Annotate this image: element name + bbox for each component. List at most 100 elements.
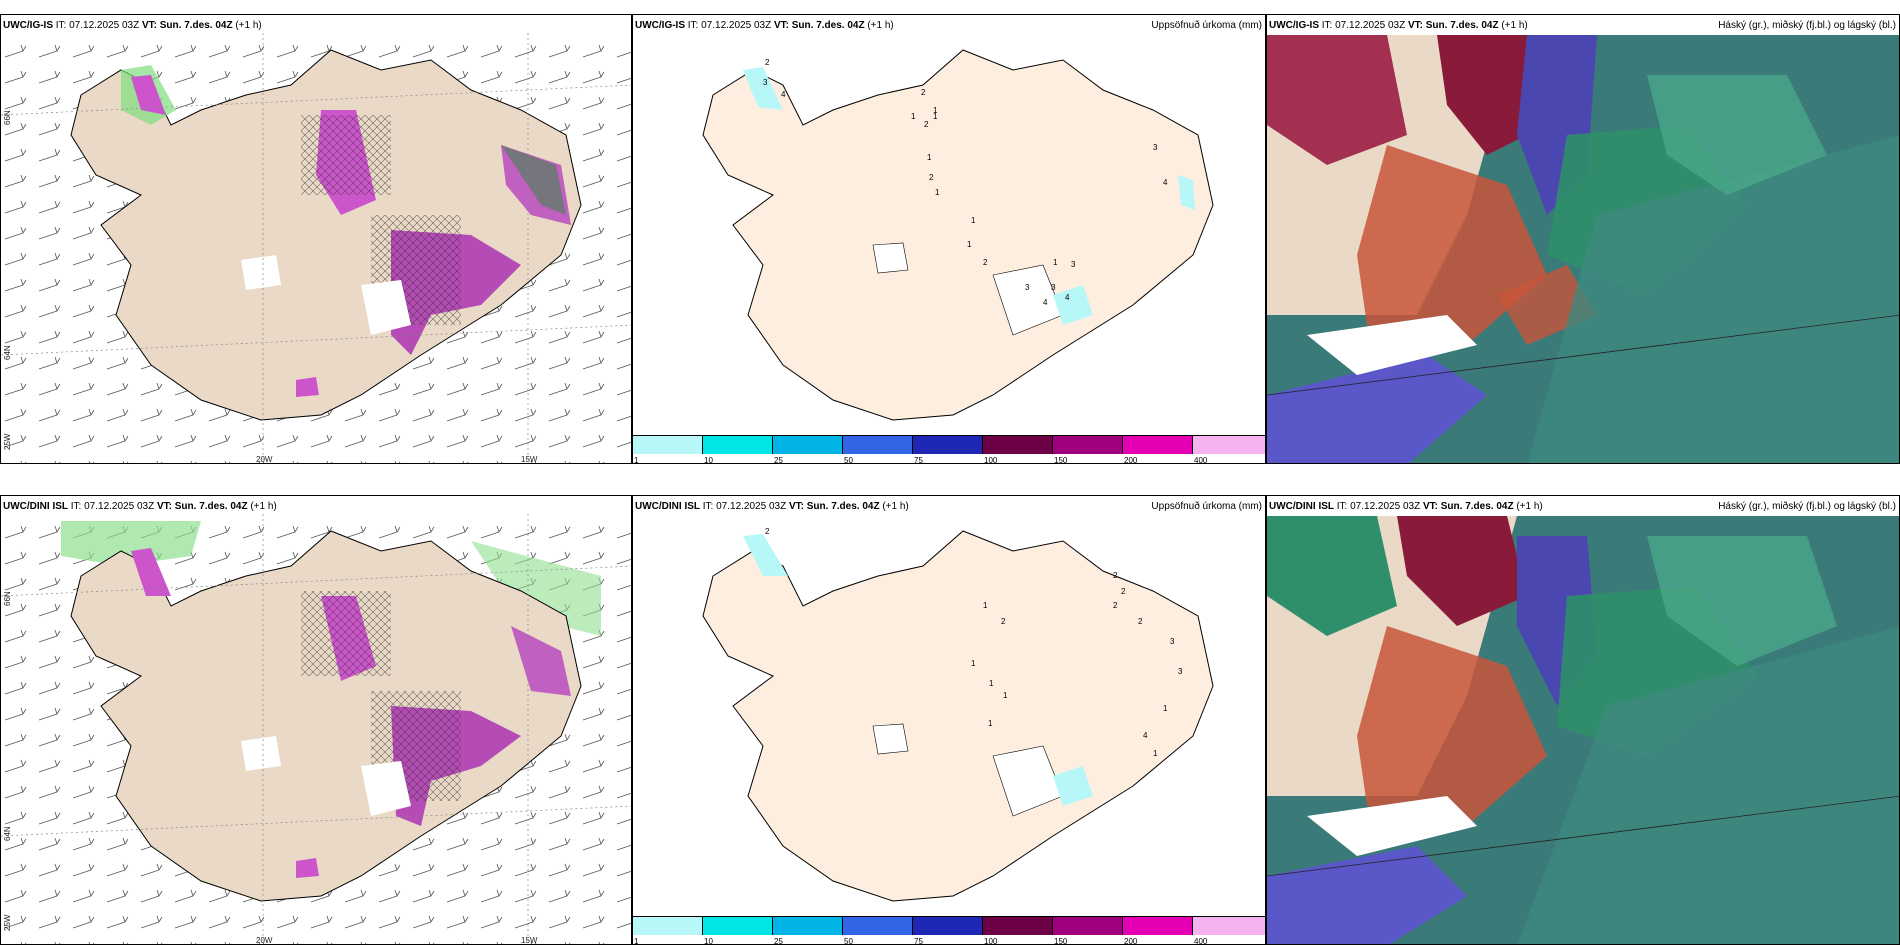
precip-value-label: 2 [1113, 571, 1118, 580]
precip-value-label: 1 [1003, 691, 1008, 700]
colorbar-cell [843, 436, 913, 454]
cloud-cover-map [1267, 35, 1899, 463]
lon-label-25w: 25W [3, 914, 12, 931]
cloud-cover-map [1267, 516, 1899, 944]
panel-header: UWC/IG-IS IT: 07.12.2025 03Z VT: Sun. 7.… [635, 20, 894, 31]
precip-value-label: 4 [1065, 293, 1070, 302]
iceland-landmass [702, 49, 1214, 421]
panel-header: UWC/DINI ISL IT: 07.12.2025 03Z VT: Sun.… [1269, 501, 1543, 512]
precip-value-label: 1 [933, 106, 938, 115]
precip-value-label: 2 [929, 173, 934, 182]
colorbar-tick-label: 150 [1054, 937, 1068, 945]
colorbar-cell [633, 436, 703, 454]
colorbar-tick-label: 50 [844, 456, 853, 464]
precip-value-label: 3 [1071, 260, 1076, 269]
precip-value-label: 1 [967, 240, 972, 249]
precip-value-label: 2 [765, 527, 770, 536]
precip-value-label: 1 [1053, 258, 1058, 267]
colorbar-cell [773, 436, 843, 454]
precip-value-label: 3 [1051, 283, 1056, 292]
precip-value-label: 2 [921, 88, 926, 97]
colorbar-cell [633, 917, 703, 935]
colorbar-cell [1193, 436, 1265, 454]
precip-title: Uppsöfnuð úrkoma (mm) [1151, 501, 1262, 512]
lon-label-20w: 20W [256, 455, 273, 464]
precip-value-label: 1 [1153, 749, 1158, 758]
iceland-landmass [70, 530, 582, 902]
wind-precip-map [1, 514, 631, 944]
precip-value-label: 3 [763, 78, 768, 87]
panel-header: UWC/IG-IS IT: 07.12.2025 03Z VT: Sun. 7.… [1269, 20, 1528, 31]
precip-value-label: 3 [1170, 637, 1175, 646]
lon-label-20w: 20W [256, 936, 273, 945]
clouds-title: Háský (gr.), miðský (fj.bl.) og lágský (… [1718, 501, 1896, 512]
precip-value-label: 2 [924, 120, 929, 129]
colorbar-tick-label: 1 [634, 456, 639, 464]
precip-value-label: 1 [927, 153, 932, 162]
lat-label-64n: 64N [3, 826, 12, 841]
colorbar-tick-label: 25 [774, 456, 783, 464]
precip-value-label: 4 [1143, 731, 1148, 740]
panel-header: UWC/DINI ISL IT: 07.12.2025 03Z VT: Sun.… [3, 501, 277, 512]
colorbar-cell [1123, 917, 1193, 935]
panel-clouds-top: UWC/IG-IS IT: 07.12.2025 03Z VT: Sun. 7.… [1266, 14, 1900, 464]
iceland-landmass [702, 530, 1214, 902]
colorbar-cell [1053, 436, 1123, 454]
precip-value-label: 4 [1043, 298, 1048, 307]
precip-value-label: 1 [911, 112, 916, 121]
colorbar-labels: 1 10 25 50 75 100 150 200 400 [633, 456, 1265, 464]
colorbar-cell [703, 917, 773, 935]
colorbar-tick-label: 150 [1054, 456, 1068, 464]
lon-label-25w: 25W [3, 433, 12, 450]
panel-clouds-bottom: UWC/DINI ISL IT: 07.12.2025 03Z VT: Sun.… [1266, 495, 1900, 945]
colorbar-labels: 1 10 25 50 75 100 150 200 400 [633, 937, 1265, 945]
precip-value-label: 4 [1163, 178, 1168, 187]
colorbar-cell [983, 436, 1053, 454]
clouds-title: Háský (gr.), miðský (fj.bl.) og lágský (… [1718, 20, 1896, 31]
precip-value-label: 1 [988, 719, 993, 728]
precip-value-label: 2 [1001, 617, 1006, 626]
precip-value-label: 3 [1025, 283, 1030, 292]
colorbar-cell [913, 917, 983, 935]
colorbar-cell [773, 917, 843, 935]
colorbar-tick-label: 75 [914, 456, 923, 464]
colorbar-tick-label: 400 [1194, 456, 1208, 464]
colorbar-tick-label: 1 [634, 937, 639, 945]
colorbar-cell [1053, 917, 1123, 935]
panel-accumulated-precip-top: UWC/IG-IS IT: 07.12.2025 03Z VT: Sun. 7.… [632, 14, 1266, 464]
precip-value-label: 2 [765, 58, 770, 67]
colorbar-tick-label: 10 [704, 937, 713, 945]
panel-accumulated-precip-bottom: UWC/DINI ISL IT: 07.12.2025 03Z VT: Sun.… [632, 495, 1266, 945]
colorbar-cell [1193, 917, 1265, 935]
colorbar [633, 435, 1265, 456]
colorbar-tick-label: 25 [774, 937, 783, 945]
precip-value-label: 3 [1178, 667, 1183, 676]
precip-value-label: 2 [1121, 587, 1126, 596]
colorbar-tick-label: 400 [1194, 937, 1208, 945]
colorbar [633, 916, 1265, 937]
panel-header: UWC/IG-IS IT: 07.12.2025 03Z VT: Sun. 7.… [3, 20, 262, 31]
panel-wind-precip-top: UWC/IG-IS IT: 07.12.2025 03Z VT: Sun. 7.… [0, 14, 632, 464]
precip-value-label: 1 [933, 112, 938, 121]
colorbar-cell [983, 917, 1053, 935]
colorbar-tick-label: 100 [984, 937, 998, 945]
lat-label-66n: 66N [3, 110, 12, 125]
wind-precip-map [1, 33, 631, 463]
precip-value-label: 1 [971, 216, 976, 225]
precip-value-label: 1 [1163, 704, 1168, 713]
colorbar-tick-label: 50 [844, 937, 853, 945]
colorbar-tick-label: 200 [1124, 937, 1138, 945]
precip-value-label: 2 [983, 258, 988, 267]
precip-value-label: 2 [1138, 617, 1143, 626]
precip-value-label: 2 [1113, 601, 1118, 610]
colorbar-cell [703, 436, 773, 454]
colorbar-tick-label: 75 [914, 937, 923, 945]
colorbar-tick-label: 10 [704, 456, 713, 464]
lat-label-66n: 66N [3, 591, 12, 606]
colorbar-cell [913, 436, 983, 454]
precip-value-label: 1 [935, 188, 940, 197]
